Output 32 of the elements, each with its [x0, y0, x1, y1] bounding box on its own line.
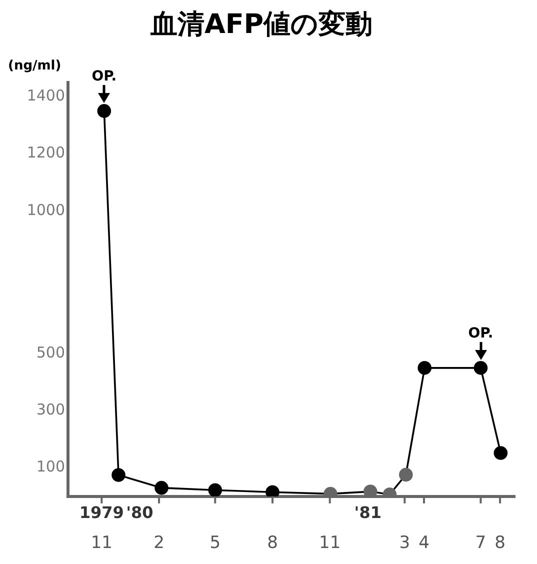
x2-tick-label: 1979 [79, 503, 124, 522]
point [97, 104, 112, 118]
point [399, 468, 413, 482]
y-tick-label: 1200 [26, 144, 65, 162]
point [208, 483, 222, 496]
x-tick-label: 8 [267, 533, 278, 554]
x-tick-label: 7 [475, 533, 486, 554]
y-tick-label: 100 [36, 458, 65, 476]
annotation: OP. [92, 68, 117, 85]
point [112, 468, 126, 482]
x-tick-label: 11 [319, 533, 341, 554]
annotation: OP. [468, 326, 494, 342]
point [418, 361, 432, 375]
x-tick-label: 3 [399, 533, 410, 554]
x-tick-label: 5 [210, 533, 221, 554]
x-tick-label: 2 [154, 533, 164, 554]
x2-tick-label: '81 [354, 503, 382, 522]
x-tick-label: 11 [90, 533, 112, 554]
point [154, 480, 168, 495]
x2-tick-label: '80 [126, 503, 154, 522]
y-axis-title: (ng/ml) [8, 58, 62, 74]
point [474, 361, 488, 375]
y-tick-label: 300 [36, 400, 65, 419]
x-tick-label: 4 [418, 533, 430, 554]
point [266, 485, 280, 496]
point [363, 484, 378, 496]
y-tick-label: 1000 [26, 200, 65, 219]
chart-title: 血清AFP値の変動 [149, 9, 373, 40]
point [494, 446, 508, 460]
x-tick-label: 8 [494, 533, 506, 554]
y-tick-label: 1400 [26, 86, 65, 105]
y-tick-label: 500 [36, 344, 65, 362]
